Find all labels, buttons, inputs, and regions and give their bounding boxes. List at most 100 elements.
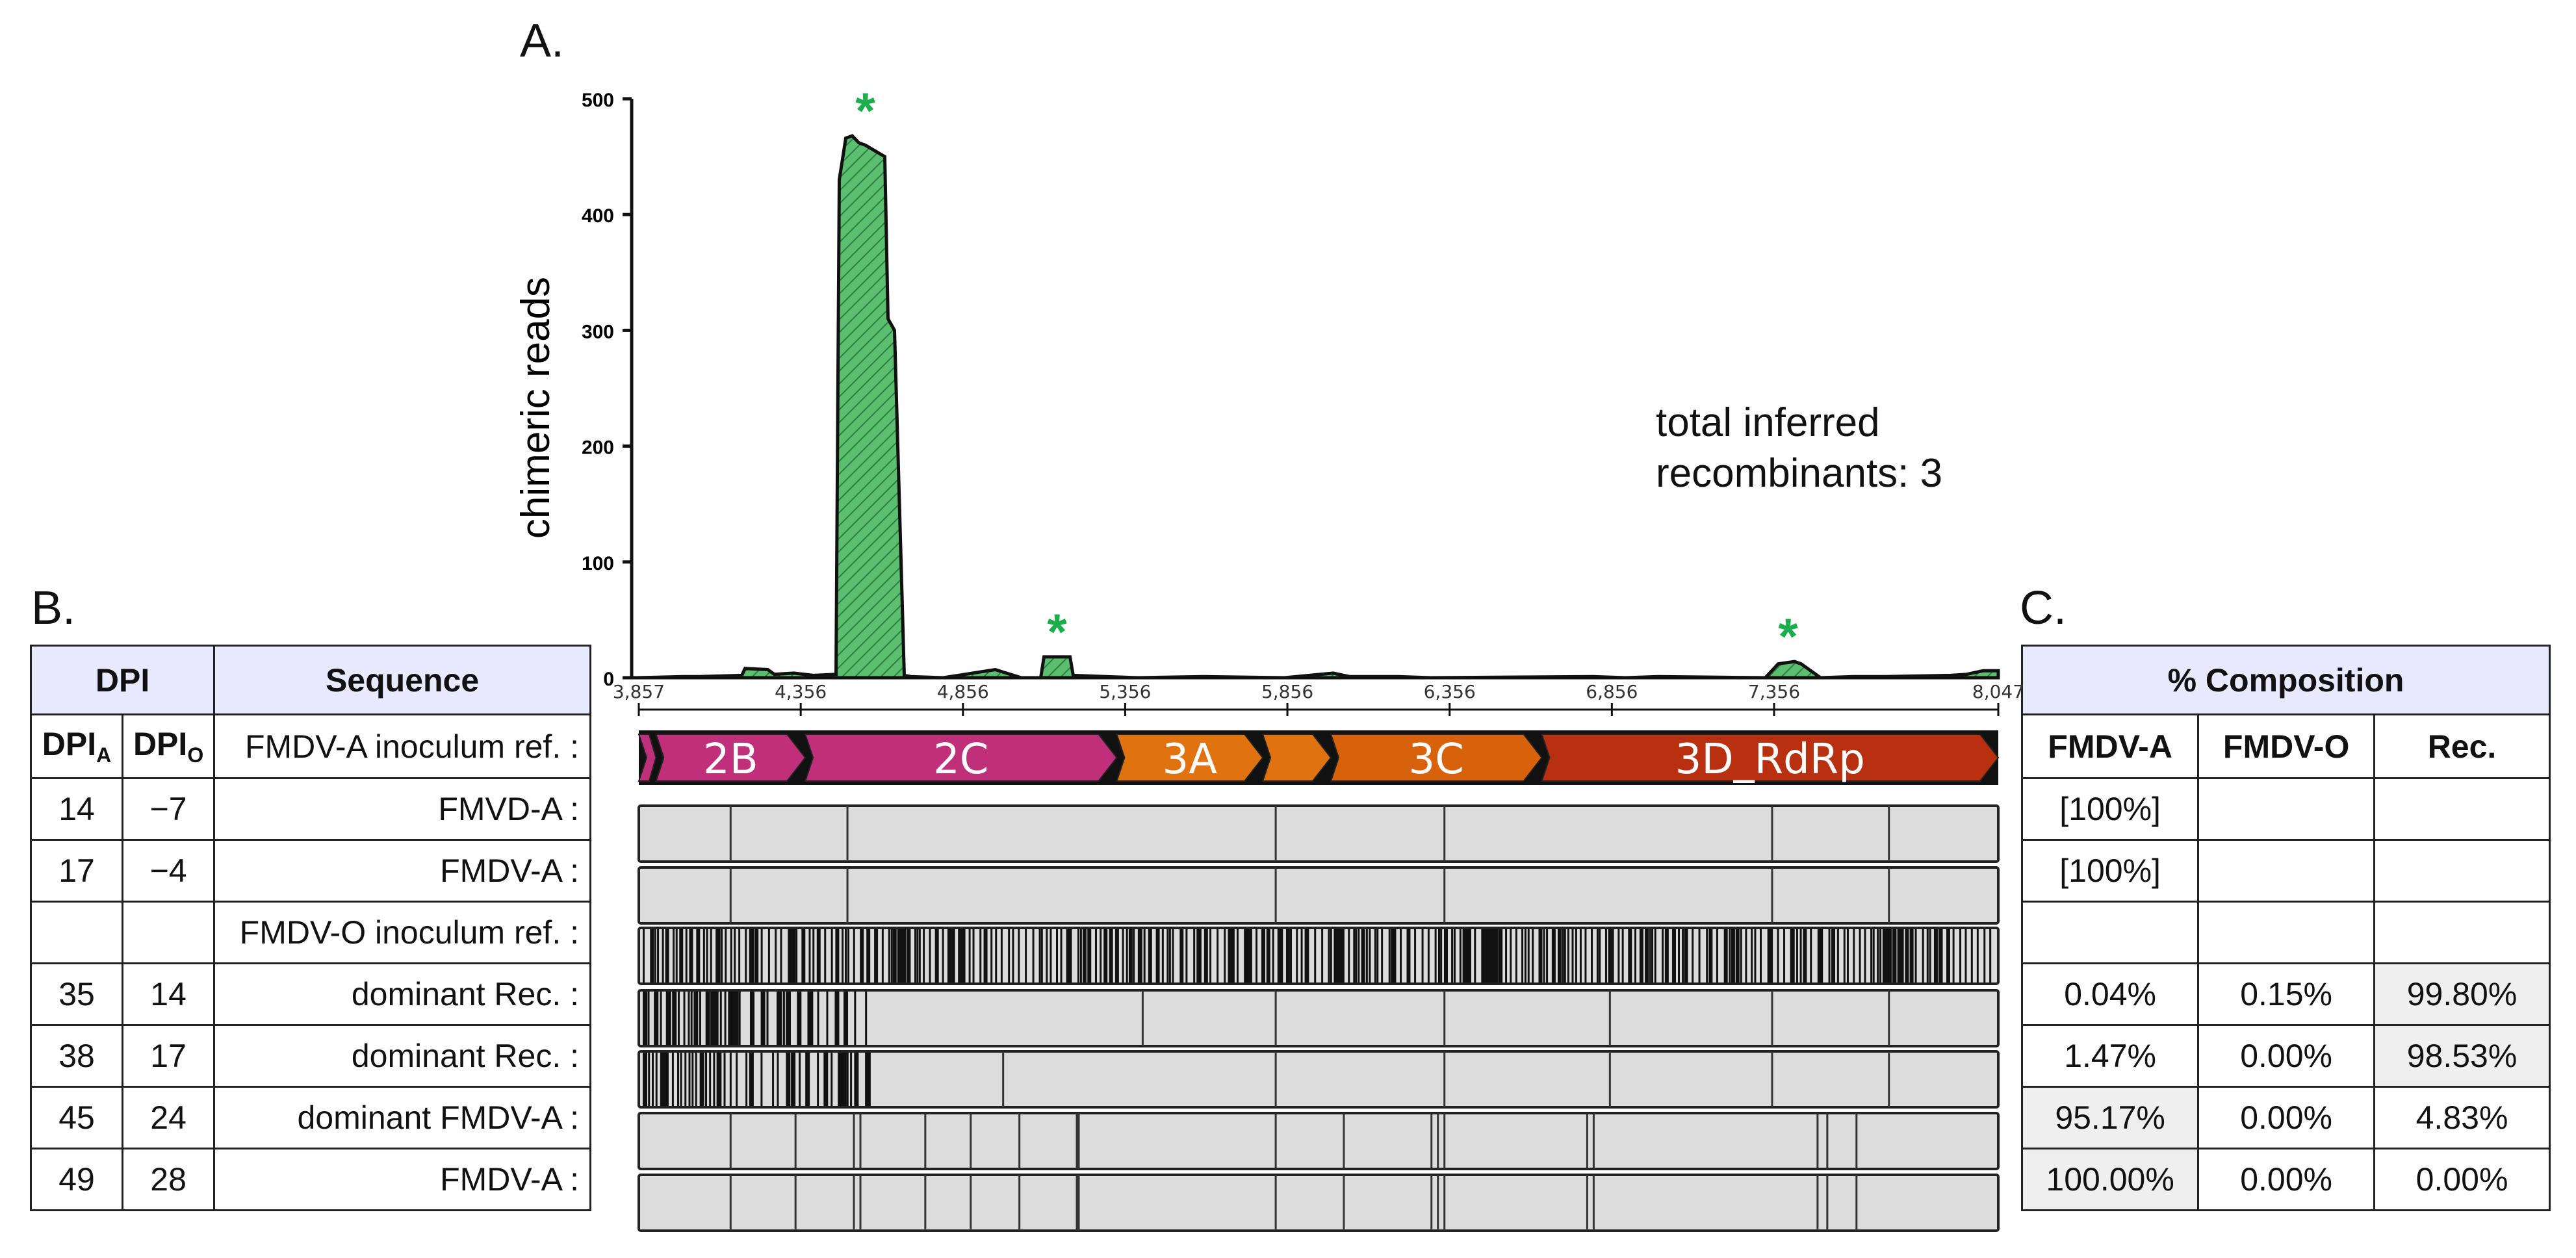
- gene-label: 3A: [1163, 736, 1218, 784]
- snp-mark: [868, 1053, 871, 1106]
- dpi-o-header: DPIO: [122, 713, 216, 779]
- snp-mark: [766, 992, 769, 1045]
- snp-mark: [1671, 929, 1676, 982]
- snp-mark: [890, 929, 893, 982]
- recombinant-asterisk: *: [855, 82, 875, 139]
- composition-cell: [2197, 839, 2376, 903]
- composition-cell: 0.00%: [2197, 1086, 2376, 1149]
- snp-mark: [918, 929, 921, 982]
- snp-mark: [685, 929, 688, 982]
- snp-mark: [651, 1053, 654, 1106]
- snp-mark: [1440, 929, 1443, 982]
- snp-mark: [824, 929, 827, 982]
- snp-mark: [643, 929, 645, 982]
- snp-mark: [1491, 929, 1495, 982]
- snp-mark: [1628, 929, 1632, 982]
- composition-cell: 0.15%: [2197, 962, 2376, 1026]
- snp-mark: [693, 992, 699, 1045]
- snp-mark: [1060, 929, 1063, 982]
- snp-mark: [1094, 929, 1097, 982]
- dpi-a-cell: 14: [29, 777, 124, 841]
- table-row: 1.47% 0.00% 98.53%: [2020, 1024, 2551, 1088]
- snp-mark: [725, 929, 727, 982]
- ruler-tick-label: 4,356: [775, 681, 827, 702]
- snp-mark: [1817, 929, 1822, 982]
- snp-mark: [1771, 929, 1773, 982]
- snp-mark: [688, 992, 690, 1045]
- snp-mark: [663, 1053, 668, 1106]
- snp-mark: [1032, 929, 1035, 982]
- snp-mark: [1340, 929, 1345, 982]
- snp-mark: [775, 929, 777, 982]
- snp-mark: [1353, 929, 1356, 982]
- snp-mark: [657, 929, 660, 982]
- snp-mark: [1976, 929, 1979, 982]
- dpi-o-cell: 28: [122, 1148, 216, 1211]
- sequence-track: [638, 866, 2000, 925]
- dpi-a-cell: 49: [29, 1148, 124, 1211]
- composition-cell: [100%]: [2020, 839, 2200, 903]
- snp-mark: [648, 1053, 650, 1106]
- track-background: [638, 866, 2000, 925]
- snp-mark: [990, 929, 993, 982]
- snp-mark: [1543, 929, 1545, 982]
- snp-mark: [709, 1053, 712, 1106]
- snp-mark: [655, 1053, 658, 1106]
- snp-mark: [1466, 929, 1471, 982]
- snp-mark: [786, 1053, 791, 1106]
- snp-mark: [1505, 929, 1508, 982]
- snp-mark: [1137, 929, 1142, 982]
- snp-mark: [1745, 929, 1747, 982]
- snp-mark: [730, 929, 732, 982]
- snp-mark: [1217, 929, 1219, 982]
- snp-mark: [1451, 929, 1454, 982]
- snp-mark: [1894, 929, 1897, 982]
- gene-arrow: [1261, 734, 1332, 782]
- snp-mark: [716, 1053, 721, 1106]
- snp-mark: [1406, 929, 1411, 982]
- snp-mark: [1938, 929, 1942, 982]
- snp-mark: [673, 929, 675, 982]
- snp-mark: [760, 929, 763, 982]
- table-row: 95.17% 0.00% 4.83%: [2020, 1086, 2551, 1149]
- snp-mark: [1348, 929, 1350, 982]
- snp-mark: [1114, 929, 1119, 982]
- composition-cell: 100.00%: [2020, 1148, 2200, 1211]
- table-row: 0.04% 0.15% 99.80%: [2020, 962, 2551, 1026]
- snp-mark: [643, 1053, 647, 1106]
- snp-mark: [1161, 929, 1164, 982]
- dpi-o-cell: 14: [122, 962, 216, 1026]
- snp-mark: [719, 992, 722, 1045]
- snp-mark: [1077, 929, 1079, 982]
- snp-mark: [1872, 929, 1875, 982]
- snp-mark: [1046, 929, 1048, 982]
- snp-mark: [1639, 929, 1643, 982]
- snp-mark: [1599, 929, 1601, 982]
- snp-mark: [1964, 929, 1967, 982]
- sequence-header: Sequence: [213, 645, 591, 715]
- snp-mark: [1870, 929, 1873, 982]
- snp-mark: [718, 929, 721, 982]
- snp-mark: [983, 929, 988, 982]
- snp-mark: [1285, 929, 1290, 982]
- snp-mark: [1256, 929, 1258, 982]
- snp-mark: [1684, 929, 1688, 982]
- snp-mark: [801, 929, 806, 982]
- y-tick-label: 100: [582, 553, 614, 574]
- snp-mark: [702, 929, 705, 982]
- snp-mark: [1515, 929, 1517, 982]
- snp-mark: [1330, 929, 1332, 982]
- snp-mark: [892, 929, 897, 982]
- dpi-a-cell: [29, 901, 124, 964]
- y-tick-label: 200: [582, 437, 614, 459]
- snp-mark: [1759, 929, 1762, 982]
- composition-cell: 0.00%: [2373, 1148, 2551, 1211]
- snp-mark: [680, 1053, 682, 1106]
- snp-mark: [1172, 929, 1174, 982]
- sequence-track: [638, 1050, 2000, 1109]
- composition-cell: 0.00%: [2197, 1148, 2376, 1211]
- dpi-a-cell: 35: [29, 962, 124, 1026]
- snp-mark: [1453, 929, 1456, 982]
- snp-mark: [1012, 929, 1014, 982]
